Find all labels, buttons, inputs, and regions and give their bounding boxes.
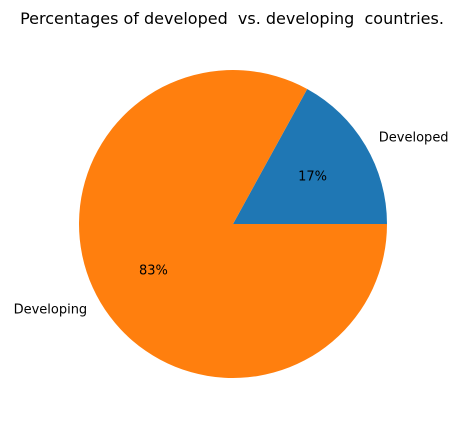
pie-slice-developing [78,69,388,378]
pie-category-label-developing: Developing [14,303,88,318]
pie-category-label-developed: Developed [379,130,449,145]
pie-pct-label-developing: 83% [139,264,168,279]
pie-slice-developed [233,89,387,225]
pie-slices [78,69,388,378]
pie-pct-label-developed: 17% [298,169,327,184]
chart-title: Percentages of developed vs. developing … [20,9,444,28]
pie-labels: 17% Developed 83% Developing [14,130,449,317]
